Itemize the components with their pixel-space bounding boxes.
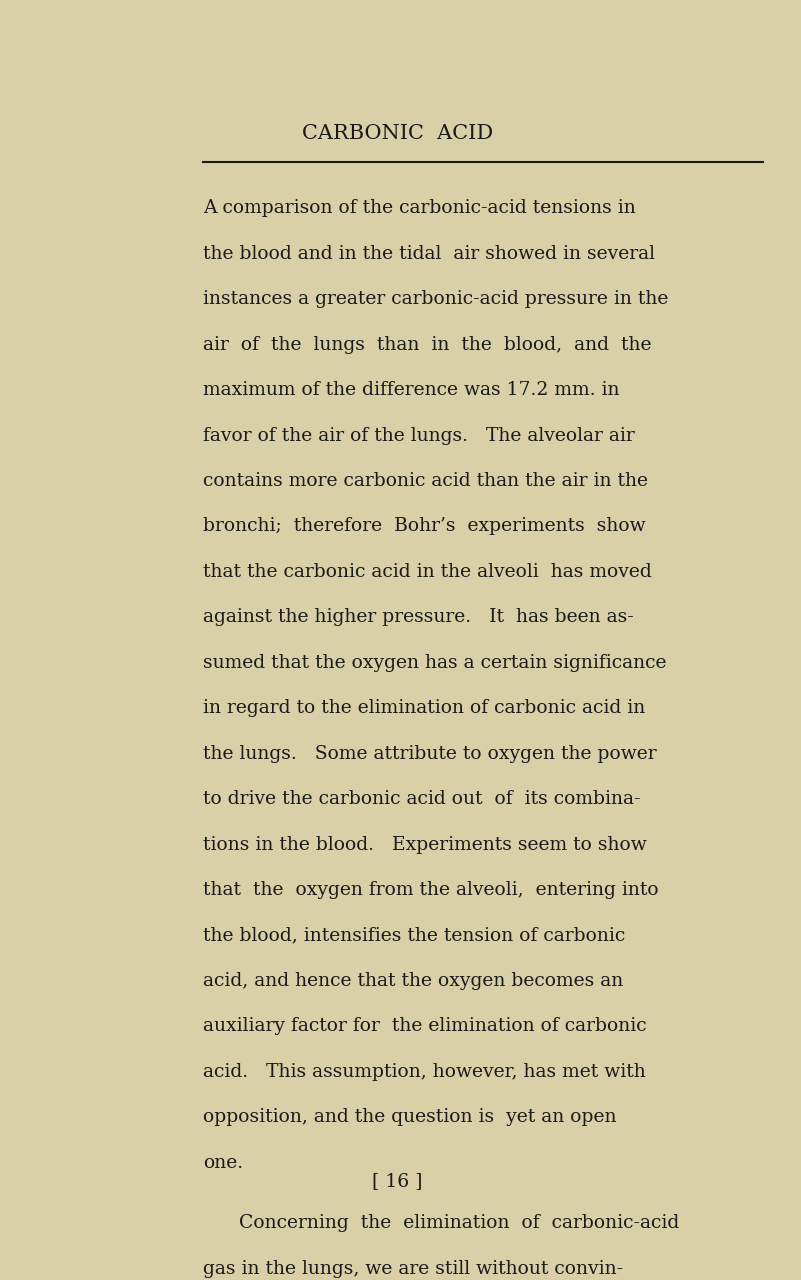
Text: opposition, and the question is  yet an open: opposition, and the question is yet an o… — [203, 1108, 616, 1126]
Text: the blood and in the tidal  air showed in several: the blood and in the tidal air showed in… — [203, 244, 654, 262]
Text: CARBONIC  ACID: CARBONIC ACID — [302, 124, 493, 143]
Text: tions in the blood.   Experiments seem to show: tions in the blood. Experiments seem to … — [203, 836, 646, 854]
Text: to drive the carbonic acid out  of  its combina-: to drive the carbonic acid out of its co… — [203, 790, 640, 808]
Text: A comparison of the carbonic-acid tensions in: A comparison of the carbonic-acid tensio… — [203, 200, 635, 218]
Text: acid, and hence that the oxygen becomes an: acid, and hence that the oxygen becomes … — [203, 972, 623, 989]
Text: sumed that the oxygen has a certain significance: sumed that the oxygen has a certain sign… — [203, 654, 666, 672]
Text: instances a greater carbonic-acid pressure in the: instances a greater carbonic-acid pressu… — [203, 291, 668, 308]
Text: that the carbonic acid in the alveoli  has moved: that the carbonic acid in the alveoli ha… — [203, 563, 651, 581]
Text: favor of the air of the lungs.   The alveolar air: favor of the air of the lungs. The alveo… — [203, 426, 634, 444]
Text: the blood, intensifies the tension of carbonic: the blood, intensifies the tension of ca… — [203, 927, 625, 945]
Text: auxiliary factor for  the elimination of carbonic: auxiliary factor for the elimination of … — [203, 1018, 646, 1036]
Text: gas in the lungs, we are still without convin-: gas in the lungs, we are still without c… — [203, 1260, 623, 1277]
Text: one.: one. — [203, 1153, 243, 1171]
Text: in regard to the elimination of carbonic acid in: in regard to the elimination of carbonic… — [203, 699, 645, 717]
Text: contains more carbonic acid than the air in the: contains more carbonic acid than the air… — [203, 472, 648, 490]
Text: [ 16 ]: [ 16 ] — [372, 1171, 423, 1189]
Text: Concerning  the  elimination  of  carbonic-acid: Concerning the elimination of carbonic-a… — [239, 1215, 678, 1233]
Text: against the higher pressure.   It  has been as-: against the higher pressure. It has been… — [203, 608, 634, 626]
Text: air  of  the  lungs  than  in  the  blood,  and  the: air of the lungs than in the blood, and … — [203, 335, 651, 353]
Text: that  the  oxygen from the alveoli,  entering into: that the oxygen from the alveoli, enteri… — [203, 881, 658, 899]
Text: maximum of the difference was 17.2 mm. in: maximum of the difference was 17.2 mm. i… — [203, 381, 619, 399]
Text: the lungs.   Some attribute to oxygen the power: the lungs. Some attribute to oxygen the … — [203, 745, 657, 763]
Text: acid.   This assumption, however, has met with: acid. This assumption, however, has met … — [203, 1062, 646, 1080]
Text: bronchi;  therefore  Bohr’s  experiments  show: bronchi; therefore Bohr’s experiments sh… — [203, 517, 646, 535]
